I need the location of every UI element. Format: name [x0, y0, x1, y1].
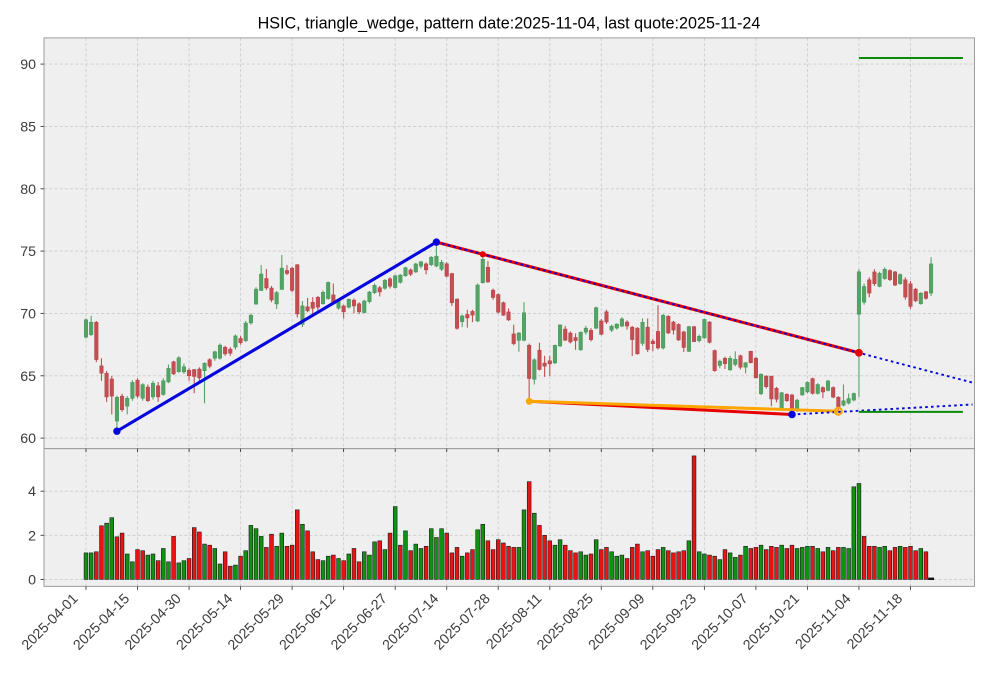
svg-text:65: 65: [20, 369, 36, 385]
svg-text:70: 70: [20, 306, 36, 322]
svg-text:4: 4: [28, 484, 36, 500]
svg-text:60: 60: [20, 431, 36, 447]
svg-text:75: 75: [20, 244, 36, 260]
svg-text:80: 80: [20, 182, 36, 198]
svg-text:0: 0: [28, 572, 36, 588]
svg-text:HSIC, triangle_wedge, pattern: HSIC, triangle_wedge, pattern date:2025-…: [258, 14, 761, 32]
svg-text:85: 85: [20, 119, 36, 135]
svg-text:2: 2: [28, 528, 36, 544]
svg-text:90: 90: [20, 57, 36, 73]
